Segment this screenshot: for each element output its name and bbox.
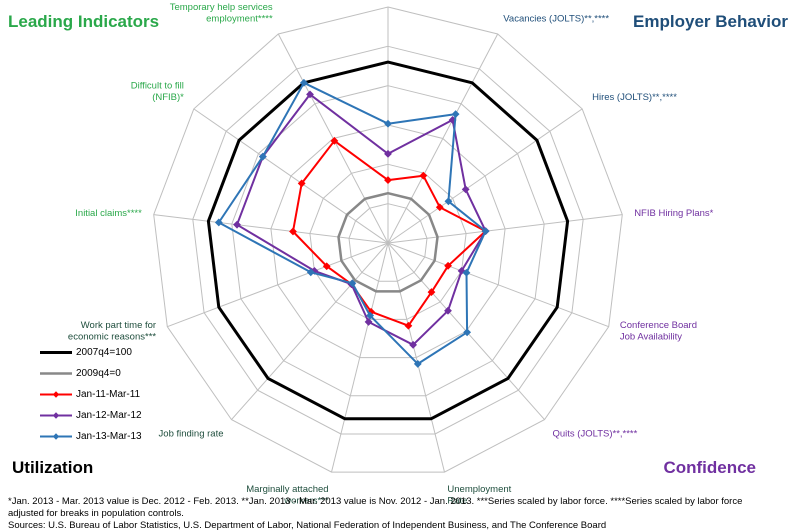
axis-label-6: Unemployment Rate — [447, 484, 511, 507]
series-4-point-9 — [306, 268, 315, 277]
series-line-2 — [292, 139, 487, 327]
series-4-point-1 — [451, 110, 460, 119]
axis-label-10: Initial claims**** — [75, 208, 142, 219]
series-line-0 — [206, 60, 570, 421]
series-line-3 — [236, 93, 487, 346]
grid-spoke-11 — [193, 108, 389, 244]
series-line-4 — [217, 81, 487, 365]
legend-label: Jan-11-Mar-11 — [76, 389, 141, 400]
series-3-point-0 — [384, 149, 392, 158]
grid-spoke-8 — [231, 242, 389, 420]
axis-label-1: Vacancies (JOLTS)**,**** — [503, 13, 609, 24]
series-2-point-2 — [435, 203, 444, 212]
series-2-point-10 — [289, 227, 297, 236]
corner-title-employer-behavior: Employer Behavior — [633, 12, 788, 31]
axis-label-12: Temporary help services employment**** — [170, 2, 273, 25]
grid-ring-4 — [231, 85, 545, 397]
legend-swatch — [40, 391, 72, 398]
series-4-point-5 — [463, 328, 472, 337]
series-3-point-7 — [364, 318, 373, 326]
grid-spoke-4 — [387, 242, 609, 328]
series-3-point-5 — [444, 306, 452, 315]
axis-label-4: Conference Board Job Availability — [620, 320, 697, 343]
grid-spoke-2 — [387, 108, 583, 244]
grid-ring-6 — [153, 6, 623, 473]
grid-ring-3 — [270, 124, 506, 359]
series-4-point-4 — [462, 268, 471, 277]
legend-swatch — [40, 351, 72, 354]
footnote-population-controls: adjusted for breaks in population contro… — [8, 508, 184, 519]
series-4-point-11 — [258, 152, 267, 161]
series-4-point-2 — [444, 197, 453, 206]
series-3-point-2 — [461, 185, 470, 194]
series-2-point-9 — [322, 262, 331, 271]
series-3-point-10 — [233, 220, 241, 229]
corner-title-confidence: Confidence — [663, 458, 756, 477]
corner-title-utilization: Utilization — [12, 458, 94, 477]
series-2-point-5 — [427, 288, 436, 296]
series-3-point-12 — [306, 90, 314, 99]
grid-spoke-6 — [387, 242, 445, 473]
series-4-point-0 — [384, 119, 392, 128]
legend-label: Jan-13-Mar-13 — [76, 431, 142, 442]
axis-label-11: Difficult to fill (NFIB)* — [131, 81, 184, 104]
footnote-scaling: *Jan. 2013 - Mar. 2013 value is Dec. 201… — [8, 496, 743, 507]
series-2-point-4 — [444, 261, 452, 270]
series-2-point-11 — [297, 179, 306, 188]
footnote-sources: Sources: U.S. Bureau of Labor Statistics… — [8, 520, 607, 531]
grid-ring-2 — [309, 163, 467, 320]
legend-label: 2007q4=100 — [76, 347, 132, 358]
legend-label: 2009q4=0 — [76, 368, 121, 379]
axis-label-2: Hires (JOLTS)**,**** — [592, 92, 677, 103]
series-4-point-6 — [413, 360, 422, 368]
axis-label-7: Marginally attached workers*** — [246, 484, 329, 507]
series-4-point-10 — [214, 218, 223, 227]
series-4-point-12 — [300, 78, 308, 87]
corner-title-leading-indicators: Leading Indicators — [8, 12, 160, 31]
series-2-point-6 — [404, 321, 413, 330]
axis-label-9: Work part time for economic reasons*** — [68, 320, 156, 343]
legend-swatch — [40, 372, 72, 375]
grid-spoke-9 — [167, 242, 389, 328]
series-4-point-3 — [481, 227, 490, 236]
series-3-point-6 — [409, 340, 418, 349]
axis-label-5: Quits (JOLTS)**,**** — [553, 429, 638, 440]
grid-ring-1 — [348, 203, 428, 282]
axis-label-8: Job finding rate — [159, 429, 224, 440]
series-2-point-1 — [419, 171, 428, 180]
legend-swatch — [40, 433, 72, 440]
grid-spoke-3 — [387, 214, 623, 244]
legend-label: Jan-12-Mar-12 — [76, 410, 142, 421]
grid-spoke-7 — [331, 242, 389, 473]
axis-label-3: NFIB Hiring Plans* — [634, 208, 713, 219]
series-4-point-8 — [348, 279, 357, 288]
series-4-point-7 — [366, 311, 375, 320]
series-2-point-0 — [384, 176, 392, 184]
grid-spoke-10 — [153, 214, 389, 244]
series-2-point-12 — [330, 136, 339, 145]
series-line-1 — [337, 191, 439, 293]
grid-spoke-1 — [387, 33, 499, 244]
grid-ring-5 — [192, 45, 584, 435]
legend-swatch — [40, 412, 72, 419]
